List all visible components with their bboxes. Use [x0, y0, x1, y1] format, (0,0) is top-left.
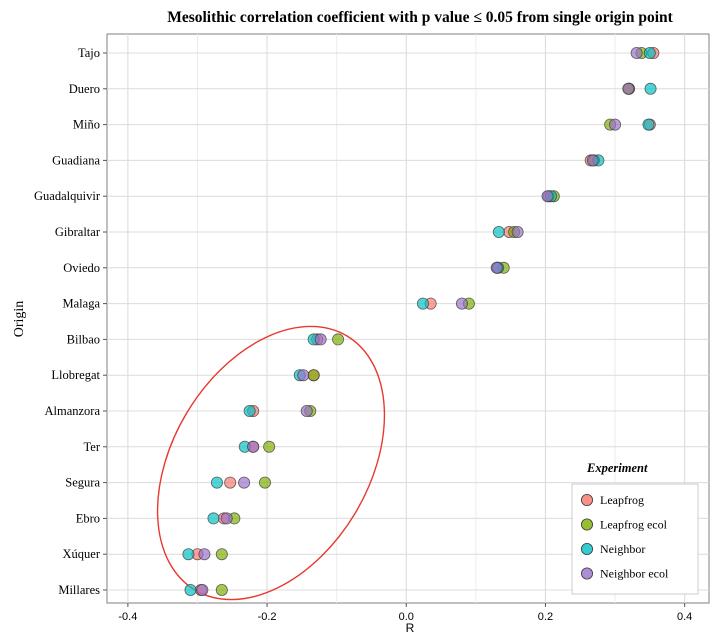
y-tick-label: Guadiana: [52, 153, 100, 167]
legend-marker: [581, 543, 594, 556]
y-tick-label: Millares: [58, 583, 100, 597]
legend-label: Neighbor ecol: [600, 567, 669, 581]
data-point: [182, 548, 195, 561]
y-tick-label: Llobregat: [51, 368, 100, 382]
data-point: [455, 297, 468, 310]
x-tick-label: 0.2: [538, 611, 553, 623]
data-point: [263, 440, 276, 453]
legend-marker: [581, 493, 594, 506]
data-point: [297, 369, 310, 382]
data-point: [224, 476, 237, 489]
data-point: [314, 333, 327, 346]
data-points: [182, 47, 660, 597]
data-point: [332, 333, 345, 346]
data-point: [642, 118, 655, 131]
x-tick-label: -0.2: [258, 611, 277, 623]
y-tick-label: Malaga: [63, 297, 101, 311]
data-point: [207, 512, 220, 525]
y-axis-title: Origin: [12, 301, 27, 338]
grid-lines: [107, 34, 709, 603]
legend-marker: [581, 518, 594, 531]
data-point: [643, 47, 656, 60]
legend-marker: [581, 567, 594, 580]
data-point: [243, 404, 256, 417]
y-axis: Tajo Duero Miño Guadiana Guadalquivir Gibralt…: [34, 46, 107, 597]
data-point: [198, 548, 211, 561]
legend-box: [571, 483, 699, 595]
y-tick-label: Almanzora: [44, 404, 100, 418]
data-point: [416, 297, 429, 310]
legend-title: Experiment: [586, 461, 648, 475]
data-point: [307, 369, 320, 382]
x-axis-title: R: [406, 621, 415, 635]
data-point: [184, 584, 197, 597]
legend-label: Neighbor: [600, 542, 645, 556]
y-tick-label: Oviedo: [63, 261, 100, 275]
data-point: [622, 82, 635, 95]
x-tick-label: -0.4: [118, 611, 137, 623]
data-point: [492, 225, 505, 238]
data-point: [196, 584, 209, 597]
data-point: [215, 584, 228, 597]
chart-title: Mesolithic correlation coefficient with …: [167, 9, 673, 26]
data-point: [258, 476, 271, 489]
data-point: [586, 154, 599, 167]
data-point: [300, 404, 313, 417]
y-tick-label: Duero: [69, 82, 100, 96]
x-axis: -0.4 -0.2 0.0 0.2 0.4: [118, 603, 692, 623]
data-point: [238, 476, 251, 489]
y-tick-label: Segura: [65, 476, 100, 490]
data-point: [630, 47, 643, 60]
legend-label: Leapfrog: [600, 493, 644, 507]
legend-label: Leapfrog ecol: [600, 518, 668, 532]
y-tick-label: Guadalquivir: [34, 189, 101, 203]
y-tick-label: Gibraltar: [55, 225, 101, 239]
data-point: [210, 476, 223, 489]
x-tick-label: 0.0: [399, 611, 414, 623]
y-tick-label: Miño: [73, 118, 100, 132]
data-point: [220, 512, 233, 525]
data-point: [511, 225, 524, 238]
data-point: [609, 118, 622, 131]
x-tick-label: 0.4: [677, 611, 692, 623]
data-point: [541, 190, 554, 203]
data-point: [247, 440, 260, 453]
y-tick-label: Bilbao: [67, 332, 100, 346]
y-tick-label: Tajo: [78, 46, 100, 60]
data-point: [215, 548, 228, 561]
legend: Experiment Leapfrog Leapfrog ecol Neighbor…: [571, 461, 699, 595]
y-tick-label: Xúquer: [63, 547, 101, 561]
y-tick-label: Ter: [84, 440, 101, 454]
y-tick-label: Ebro: [76, 511, 100, 525]
data-point: [490, 261, 503, 274]
data-point: [644, 82, 657, 95]
